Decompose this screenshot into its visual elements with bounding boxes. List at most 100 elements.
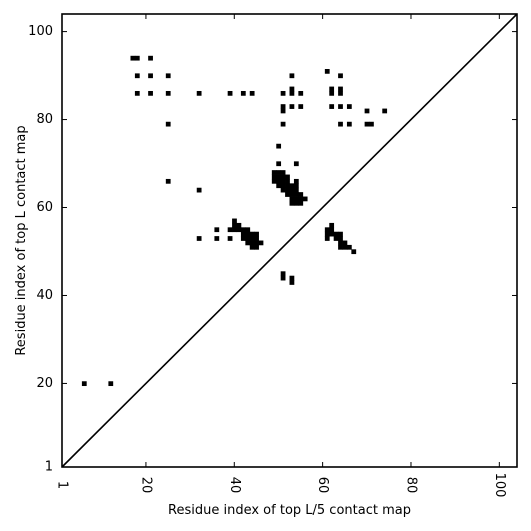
x-tick-label: 1 [55,481,70,489]
contact-point [289,104,295,109]
contact-point [240,231,246,237]
contact-point [108,381,114,387]
contact-point [249,244,255,250]
contact-point [227,236,233,241]
x-axis-ticks: 1 20 40 60 80 100 [55,14,507,497]
contact-point [338,121,343,127]
contact-point [240,90,246,96]
contact-point [289,86,295,92]
contact-point [329,86,335,92]
contact-point [276,143,282,149]
contact-point [338,244,343,250]
contact-point [298,196,304,202]
contact-point [276,170,282,175]
contact-point [130,55,136,61]
contact-point [214,227,220,233]
x-tick-label: 100 [492,473,507,498]
contact-point [364,121,370,127]
contact-point [293,192,299,197]
contact-point [289,280,295,285]
contact-point [280,104,286,109]
contact-point [276,174,282,180]
diagonal-line [61,13,518,468]
contact-point [271,174,277,180]
contact-point [148,55,153,61]
contact-point [254,236,259,241]
contact-point [165,178,171,184]
contact-point [258,240,264,246]
contact-point [293,183,299,189]
contact-point [280,121,286,127]
contact-point [338,240,343,246]
contact-point [254,231,259,237]
contact-point [254,244,259,250]
contact-point [364,108,370,114]
contact-point [240,227,246,233]
contact-point [346,104,352,109]
contact-point [346,244,352,250]
contact-point [338,73,343,79]
contact-point [245,231,251,237]
contact-point [285,183,290,189]
y-tick-label: 60 [36,200,53,215]
plot-frame [61,13,518,468]
contact-point [298,104,304,109]
contact-point [280,187,286,193]
y-axis-title: Residue index of top L contact map [14,125,29,355]
contact-point [227,90,233,96]
contact-point [338,104,343,109]
contact-point [289,275,295,281]
contact-point [298,90,304,96]
contact-point [280,174,286,180]
contact-point [232,227,237,233]
y-tick-label: 100 [28,24,53,39]
contact-point [227,227,233,233]
contact-point [236,222,242,228]
contact-point [289,73,295,79]
contact-point [342,244,348,250]
y-tick-label: 1 [45,460,53,475]
x-tick-label: 40 [227,477,242,494]
contact-point [285,174,290,180]
contact-point [289,183,295,189]
contact-point [329,222,335,228]
contact-point [333,236,339,241]
contact-point [293,196,299,202]
y-tick-label: 80 [36,112,53,127]
contact-point [148,90,153,96]
contact-point [338,236,343,241]
contact-point [293,161,299,167]
contact-point [165,121,171,127]
contact-point [289,90,295,96]
contact-point [333,231,339,237]
contact-point [302,196,308,202]
contact-point [324,236,330,241]
x-tick-label: 60 [315,477,330,494]
contact-point [245,236,251,241]
contact-point [165,73,171,79]
contact-point [280,275,286,281]
contact-point [245,240,251,246]
contact-point [196,90,202,96]
contact-point [342,240,348,246]
contact-point [214,236,220,241]
contact-point [240,236,246,241]
contact-point [289,200,295,206]
contact-point [280,271,286,277]
y-axis-ticks: 1 20 40 60 80 100 [28,24,517,475]
contact-point [276,178,282,184]
contact-point [271,178,277,184]
contact-point [285,178,290,184]
contact-point [249,90,255,96]
x-tick-label: 20 [138,477,153,494]
contact-point [236,227,242,233]
contact-point [196,236,202,241]
contact-point [276,183,282,189]
contact-point [293,200,299,206]
contact-point [338,86,343,92]
contact-point [382,108,388,114]
contact-point [134,73,140,79]
contact-point [293,178,299,184]
contact-point [298,200,304,206]
y-tick-label: 40 [36,288,53,303]
